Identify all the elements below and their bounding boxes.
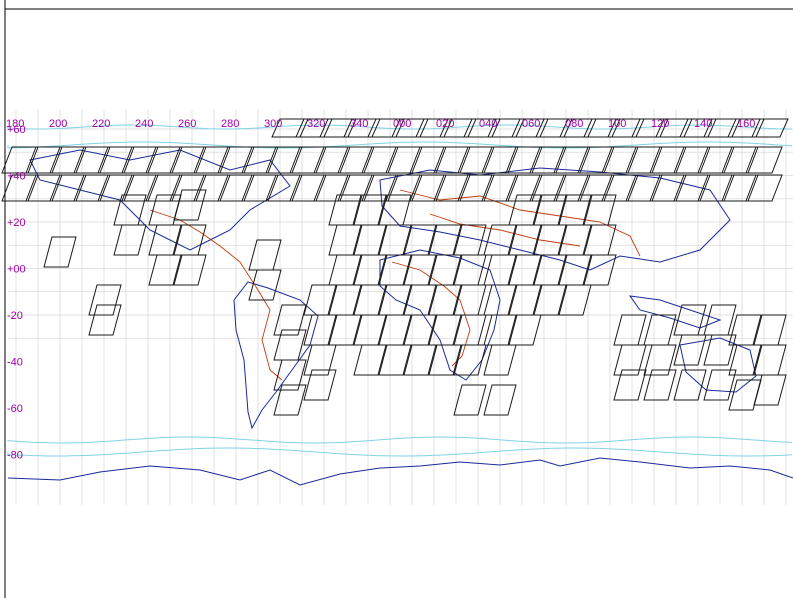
scene-footprint bbox=[673, 369, 707, 401]
scene-footprint bbox=[728, 344, 762, 376]
scene-footprint bbox=[248, 269, 282, 301]
longitude-label: 020 bbox=[436, 118, 454, 130]
longitude-label: 200 bbox=[49, 118, 67, 130]
borders-eurasia bbox=[399, 189, 641, 257]
latitude-labels: +60 +40 +20 +00 -20 -40 -60 -80 bbox=[7, 124, 26, 462]
latitude-label: -20 bbox=[7, 310, 23, 322]
australia-coast bbox=[679, 337, 757, 393]
scene-footprint bbox=[745, 174, 783, 202]
ice-edge-south-1 bbox=[7, 436, 793, 444]
longitude-label: 160 bbox=[737, 118, 755, 130]
longitude-label: 080 bbox=[565, 118, 583, 130]
longitude-label: 100 bbox=[608, 118, 626, 130]
longitude-label: 300 bbox=[264, 118, 282, 130]
longitude-label: 340 bbox=[350, 118, 368, 130]
scene-footprint bbox=[378, 344, 412, 376]
latitude-label: +00 bbox=[7, 264, 26, 276]
scene-footprint bbox=[88, 284, 122, 316]
longitude-label: 180 bbox=[6, 118, 24, 130]
scene-footprint bbox=[483, 384, 517, 416]
longitude-label: 140 bbox=[694, 118, 712, 130]
longitude-labels: 180 200 220 240 260 280 300 320 340 000 020 040 060 0… bbox=[6, 118, 755, 130]
latitude-label: +40 bbox=[7, 171, 26, 183]
scene-footprint bbox=[703, 334, 737, 366]
scene-footprint bbox=[453, 344, 487, 376]
scene-footprints bbox=[1, 118, 789, 416]
scene-footprint bbox=[613, 369, 647, 401]
scene-footprint bbox=[148, 254, 182, 286]
scene-footprint bbox=[173, 254, 207, 286]
ice-edge-south-2 bbox=[7, 447, 793, 457]
scene-footprint bbox=[273, 384, 307, 416]
scene-footprint bbox=[751, 118, 789, 138]
coastlines bbox=[7, 149, 793, 486]
scene-footprint bbox=[113, 224, 147, 256]
scene-footprint bbox=[643, 369, 677, 401]
eurasia-coast bbox=[379, 167, 731, 271]
longitude-label: 040 bbox=[479, 118, 497, 130]
scene-footprint bbox=[453, 384, 487, 416]
longitude-label: 240 bbox=[135, 118, 153, 130]
scene-footprint bbox=[273, 304, 307, 336]
scene-footprint bbox=[328, 314, 362, 346]
scene-footprint bbox=[613, 344, 647, 376]
scene-footprint bbox=[173, 189, 207, 221]
scene-footprint bbox=[703, 369, 737, 401]
scene-footprint bbox=[303, 369, 337, 401]
longitude-label: 120 bbox=[651, 118, 669, 130]
north-america-coast bbox=[29, 149, 291, 251]
indonesia-coast bbox=[628, 295, 722, 329]
scene-footprint bbox=[753, 374, 787, 406]
africa-coast bbox=[379, 249, 501, 381]
latitude-label: -80 bbox=[7, 450, 23, 462]
borders-eurasia-2 bbox=[429, 213, 581, 247]
scene-footprint bbox=[583, 254, 617, 286]
antarctica-coast bbox=[7, 457, 793, 486]
scene-footprint bbox=[643, 344, 677, 376]
scene-footprint bbox=[43, 236, 77, 268]
scene-footprint bbox=[533, 284, 567, 316]
country-borders bbox=[149, 189, 641, 381]
longitude-label: 260 bbox=[178, 118, 196, 130]
scene-footprint bbox=[303, 344, 337, 376]
scene-footprint bbox=[88, 304, 122, 336]
latitude-label: +60 bbox=[7, 124, 26, 136]
longitude-label: 280 bbox=[221, 118, 239, 130]
scene-footprint bbox=[483, 344, 517, 376]
longitude-label: 000 bbox=[393, 118, 411, 130]
scene-footprint bbox=[745, 146, 783, 174]
latitude-label: -40 bbox=[7, 357, 23, 369]
borders-americas bbox=[149, 209, 283, 381]
longitude-label: 060 bbox=[522, 118, 540, 130]
longitude-label: 220 bbox=[92, 118, 110, 130]
longitude-label: 320 bbox=[307, 118, 325, 130]
scene-footprint bbox=[673, 334, 707, 366]
scene-footprint bbox=[558, 284, 592, 316]
scene-footprint bbox=[728, 379, 762, 411]
scene-footprint bbox=[508, 314, 542, 346]
borders-africa bbox=[391, 261, 471, 367]
scene-footprint bbox=[403, 344, 437, 376]
scene-footprint bbox=[353, 344, 387, 376]
latitude-label: +20 bbox=[7, 217, 26, 229]
latitude-label: -60 bbox=[7, 403, 23, 415]
ice-edge-north-2 bbox=[7, 141, 793, 149]
scene-footprint bbox=[428, 344, 462, 376]
scene-footprint bbox=[273, 359, 307, 391]
